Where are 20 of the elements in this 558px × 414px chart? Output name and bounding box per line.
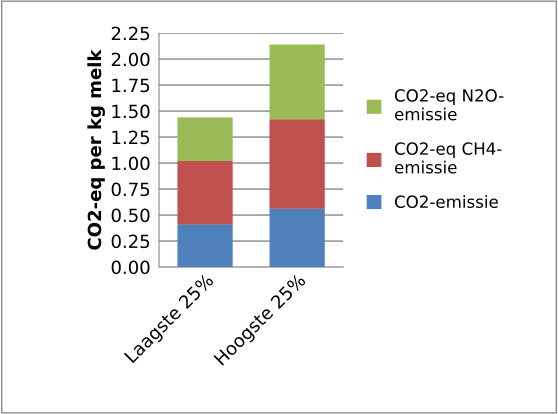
y-tick-label: 0.00: [112, 260, 150, 274]
legend-label: CO2-eq N2O-emissie: [394, 89, 504, 120]
legend-label: CO2-emissie: [394, 195, 498, 208]
y-tick-label: 1.00: [112, 156, 150, 170]
y-tick-label: 0.75: [112, 182, 150, 196]
y-tick-label: 2.25: [112, 26, 150, 40]
y-tick-label: 1.25: [112, 130, 150, 144]
bar: [270, 208, 325, 268]
bar: [270, 119, 325, 209]
y-tick-label: 0.50: [112, 208, 150, 222]
y-tick-label: 1.50: [112, 104, 150, 118]
legend-label: CO2-eq CH4-emissie: [394, 142, 502, 174]
bar: [177, 160, 233, 224]
y-tick-label: 2.00: [112, 52, 150, 66]
bar: [177, 224, 233, 268]
y-axis-title: CO2-eq per kg melk: [87, 49, 105, 250]
bar: [177, 117, 233, 161]
bar: [270, 44, 325, 120]
y-tick-label: 1.75: [112, 78, 150, 92]
y-tick-label: 0.25: [112, 234, 150, 248]
